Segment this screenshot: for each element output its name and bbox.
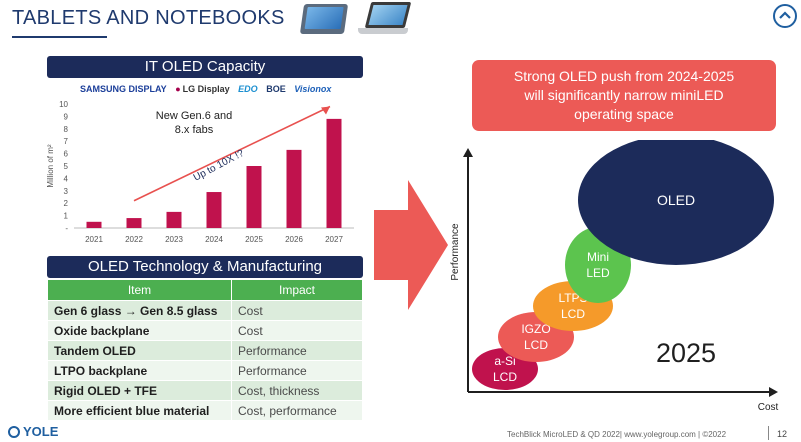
table-row: More efficient blue material Cost, perfo… [47,400,363,421]
capacity-bar-chart: - 1 2 3 4 5 6 7 8 9 10 Million of m² 2021 2022 2023 202… [46,100,354,244]
bubble-label: LCD [493,370,517,384]
impact-cell: Cost, thickness [231,380,363,401]
table-row: Tandem OLED Performance [47,340,363,361]
y-tick-label: 4 [64,174,69,183]
impact-cell: Cost, performance [231,400,363,421]
performance-cost-chart: CostPerformancea-SiLCDIGZOLCDLTPSLCDMini… [450,140,779,413]
visionox-logo: Visionox [294,84,332,94]
table-header-row: Item Impact [47,279,363,301]
x-tick-label: 2022 [125,235,143,244]
bubble-label: LCD [561,307,585,321]
footer-divider [768,426,769,440]
y-tick-label: 8 [64,125,69,134]
title-underline [12,36,107,38]
bar [326,118,342,228]
bar [166,211,182,228]
x-tick-label: 2027 [325,235,343,244]
callout-line: Strong OLED push from 2024-2025 [513,68,735,84]
bubble-label: OLED [657,192,695,208]
y-axis-label: Performance [450,223,461,281]
big-right-arrow-icon [374,180,448,310]
bubble-label: IGZO [521,322,550,336]
x-tick-label: 2024 [205,235,223,244]
table-row: LTPO backplane Performance [47,360,363,381]
item-cell: Oxide backplane [47,320,232,341]
y-tick-label: 7 [64,137,69,146]
samsung-display-logo: SAMSUNG DISPLAY [80,84,167,94]
bubble-label: LED [586,266,610,280]
y-tick-label: 9 [64,112,69,121]
tech-table: Item Impact Gen 6 glass → Gen 8.5 glass … [47,279,363,421]
bubble [578,140,774,265]
impact-cell: Performance [231,360,363,381]
table-row: Rigid OLED + TFE Cost, thickness [47,380,363,401]
table-row: Gen 6 glass → Gen 8.5 glass Cost [47,300,363,321]
navigate-up-button[interactable] [773,4,797,28]
tech-banner: OLED Technology & Manufacturing [47,256,363,278]
item-cell: LTPO backplane [47,360,232,381]
tablet-image [299,4,349,34]
footer-text: TechBlick MicroLED & QD 2022| www.yolegr… [507,430,727,439]
yole-logo-icon [8,426,20,438]
bar [246,166,262,228]
x-tick-label: 2025 [245,235,263,244]
growth-annotation: Up to 10X !? [192,148,247,184]
year-annotation: 2025 [656,338,716,368]
yole-logo: YOLE [8,424,58,439]
x-axis-label: Cost [758,402,779,413]
trend-arrow-line [133,105,331,202]
y-tick-label: 2 [64,199,69,208]
y-axis-arrow-icon [463,148,473,157]
y-tick-label: 3 [64,187,69,196]
bubble-label: LCD [524,338,548,352]
item-cell: More efficient blue material [47,400,232,421]
chevron-up-icon [779,11,791,19]
callout-line: operating space [574,106,674,122]
annotation-label: New Gen.6 and [156,110,232,122]
laptop-image [364,2,412,28]
item-cell: Tandem OLED [47,340,232,361]
table-row: Oxide backplane Cost [47,320,363,341]
bar [206,192,222,228]
manufacturer-logos: SAMSUNG DISPLAY LG Display EDO BOE Visio… [80,84,360,98]
bubble-label: Mini [587,250,609,264]
x-axis-arrow-icon [769,387,778,397]
trend-arrow-head-icon [321,106,330,115]
boe-logo: BOE [266,84,286,94]
bar [86,221,102,228]
callout-line: will significantly narrow miniLED [524,87,724,103]
y-axis-label: Million of m² [46,144,55,187]
impact-cell: Cost [231,320,363,341]
y-tick-label: 5 [64,162,69,171]
bubble-label: a-Si [494,354,515,368]
page-number: 12 [777,429,788,439]
x-tick-label: 2023 [165,235,183,244]
edo-logo: EDO [238,84,258,94]
bar [286,149,302,228]
impact-cell: Cost [231,300,363,321]
lg-display-logo: LG Display [175,84,229,94]
x-tick-label: 2021 [85,235,103,244]
y-tick-label: 6 [64,150,69,159]
y-tick-label: 10 [59,100,68,109]
y-tick-label: - [65,224,68,233]
impact-cell: Performance [231,340,363,361]
yole-logo-text: YOLE [23,424,59,439]
column-header-item: Item [47,279,232,301]
item-cell: Gen 6 glass → Gen 8.5 glass [47,300,232,321]
callout-box: Strong OLED push from 2024-2025 will sig… [472,60,776,131]
x-tick-label: 2026 [285,235,303,244]
item-cell: Rigid OLED + TFE [47,380,232,401]
column-header-impact: Impact [231,279,363,301]
annotation-label: 8.x fabs [175,124,214,136]
bar [126,218,142,228]
laptop-base-image [358,28,408,34]
capacity-banner: IT OLED Capacity [47,56,363,78]
y-tick-label: 1 [64,212,69,221]
page-title: TABLETS AND NOTEBOOKS [12,7,285,29]
